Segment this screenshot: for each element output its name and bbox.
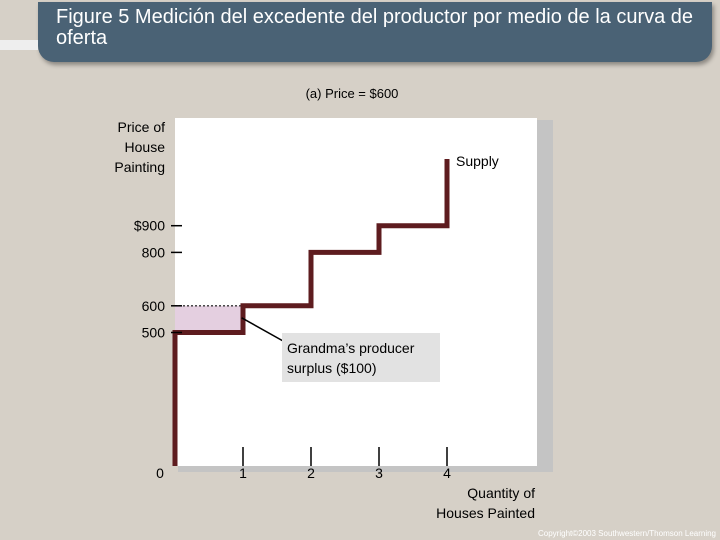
annotation-box <box>282 333 440 382</box>
y-axis-label: Price of House Painting <box>114 119 165 175</box>
page-title: Figure 5 Medición del excedente del prod… <box>56 6 694 49</box>
y-axis-label-line: Painting <box>114 159 165 175</box>
series-label-supply: Supply <box>456 153 499 169</box>
plot-area <box>175 118 537 466</box>
y-axis-label-line: House <box>125 139 166 155</box>
x-ticks: 0 1 2 3 4 <box>156 447 451 481</box>
panel-title: (a) Price = $600 <box>306 86 399 101</box>
y-tick-label: 600 <box>142 298 166 314</box>
y-axis-label-line: Price of <box>118 119 166 135</box>
annotation-line-1: Grandma’s producer <box>287 340 415 356</box>
x-axis-label-line: Quantity of <box>467 485 535 501</box>
supply-curve <box>172 158 450 466</box>
x-tick-label: 1 <box>239 465 247 481</box>
surplus-region <box>175 305 243 333</box>
title-band-decoration <box>0 40 38 50</box>
x-tick-label: 2 <box>307 465 315 481</box>
x-axis-label: Quantity of Houses Painted <box>436 485 535 521</box>
x-tick-label: 0 <box>156 465 164 481</box>
x-axis-label-line: Houses Painted <box>436 505 535 521</box>
y-tick-label: 500 <box>142 325 166 341</box>
copyright-footer: Copyright©2003 Southwestern/Thomson Lear… <box>538 529 716 538</box>
annotation-line-2: surplus ($100) <box>287 360 377 376</box>
y-ticks: $900 800 600 500 <box>134 218 182 341</box>
y-tick-label: $900 <box>134 218 165 234</box>
title-banner <box>38 2 712 62</box>
y-tick-label: 800 <box>142 244 166 260</box>
x-tick-label: 4 <box>443 465 451 481</box>
x-tick-label: 3 <box>375 465 383 481</box>
